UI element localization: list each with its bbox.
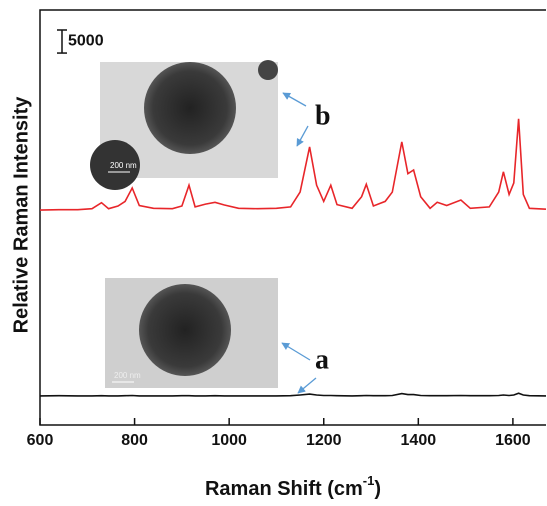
inset-scale-label: 200 nm <box>114 371 141 380</box>
arrows <box>281 92 317 394</box>
inset-particle <box>144 62 236 154</box>
x-label-text: ) <box>374 478 381 500</box>
x-label-sup: -1 <box>363 473 375 488</box>
arrow <box>297 377 317 394</box>
x-label-text: Raman Shift (cm <box>205 478 363 500</box>
annotation-b: b <box>315 100 331 131</box>
x-tick-label: 1000 <box>211 432 247 449</box>
x-tick-label: 1600 <box>495 432 531 449</box>
spectrum-line <box>39 392 547 397</box>
x-tick-label: 800 <box>121 432 148 449</box>
inset-particle <box>90 140 140 190</box>
arrow <box>282 92 307 107</box>
annotation-a: a <box>315 344 329 375</box>
scale-bar-label: 5000 <box>68 33 104 50</box>
x-tick-label: 1200 <box>306 432 342 449</box>
x-tick-label: 600 <box>27 432 54 449</box>
plot-frame <box>39 9 546 426</box>
x-axis-label: Raman Shift (cm-1) <box>205 473 381 500</box>
x-tick-label: 1400 <box>401 432 437 449</box>
insets: 200 nm 200 nm <box>90 60 278 388</box>
inset-particle <box>258 60 278 80</box>
spectrum-line <box>39 118 547 211</box>
y-axis-label: Relative Raman Intensity <box>10 96 32 334</box>
inset-scale-label: 200 nm <box>110 161 137 170</box>
arrow <box>281 342 311 361</box>
inset-particle <box>139 284 231 376</box>
arrow <box>296 125 309 147</box>
